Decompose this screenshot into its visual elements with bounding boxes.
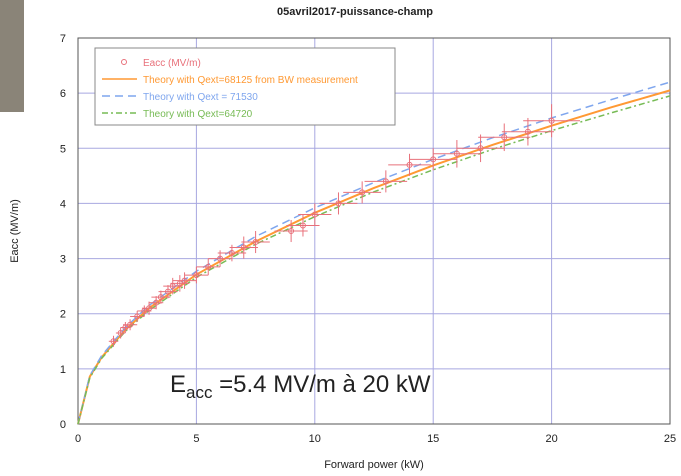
annotation-rest: =5.4 MV/m à 20 kW — [212, 371, 430, 398]
legend-label: Eacc (MV/m) — [143, 58, 201, 69]
legend-label: Theory with Qext=68125 from BW measureme… — [143, 75, 358, 86]
data-point — [157, 294, 164, 301]
data-point — [477, 145, 484, 152]
data-point — [453, 150, 460, 157]
data-point — [117, 330, 124, 337]
data-point — [164, 288, 171, 295]
data-point — [228, 250, 235, 257]
data-point — [217, 255, 224, 262]
y-tick-label: 6 — [60, 88, 66, 100]
data-point — [146, 305, 153, 312]
data-point — [548, 117, 555, 124]
data-point — [299, 222, 306, 229]
theory-curve — [77, 95, 671, 425]
legend-marker — [121, 59, 127, 65]
data-point — [205, 263, 212, 270]
chart-title: 05avril2017-puissance-champ — [277, 6, 433, 18]
y-axis-label: Eacc (MV/m) — [9, 199, 21, 263]
x-axis-label: Forward power (kW) — [324, 459, 424, 471]
data-point — [288, 228, 295, 234]
annotation-main: E — [170, 371, 186, 398]
data-point — [193, 272, 200, 279]
data-point — [430, 156, 437, 163]
data-point — [524, 128, 531, 135]
annotation: Eacc =5.4 MV/m à 20 kW — [170, 371, 431, 402]
data-point — [110, 338, 117, 345]
legend-box — [94, 47, 396, 126]
plot-frame — [77, 37, 671, 425]
data-point — [153, 299, 160, 306]
y-tick-label: 5 — [60, 143, 66, 155]
data-point — [382, 178, 389, 185]
y-tick-label: 0 — [60, 419, 66, 431]
legend-label: Theory with Qext = 71530 — [143, 92, 258, 103]
data-point — [501, 134, 508, 141]
legend-label: Theory with Qext=64720 — [143, 109, 253, 120]
x-tick-label: 25 — [664, 433, 676, 445]
data-point — [311, 211, 318, 218]
data-point — [252, 239, 259, 246]
data-point — [359, 189, 366, 196]
theory-curve — [77, 89, 671, 425]
data-point — [240, 244, 247, 251]
y-tick-label: 3 — [60, 254, 66, 266]
x-tick-label: 10 — [309, 433, 321, 445]
x-tick-label: 15 — [427, 433, 439, 445]
data-point — [181, 277, 188, 284]
annotation-sub: acc — [186, 383, 213, 402]
background-photo-fragment — [0, 0, 24, 112]
x-tick-label: 0 — [75, 433, 81, 445]
data-point — [406, 161, 413, 168]
data-point — [127, 321, 134, 328]
y-tick-label: 2 — [60, 309, 66, 321]
theory-curve — [77, 81, 671, 425]
x-tick-label: 20 — [545, 433, 557, 445]
data-point — [134, 313, 141, 320]
y-tick-label: 1 — [60, 364, 66, 376]
y-tick-label: 4 — [60, 198, 66, 210]
y-tick-label: 7 — [60, 33, 66, 45]
x-tick-label: 5 — [193, 433, 199, 445]
data-point — [335, 200, 342, 207]
